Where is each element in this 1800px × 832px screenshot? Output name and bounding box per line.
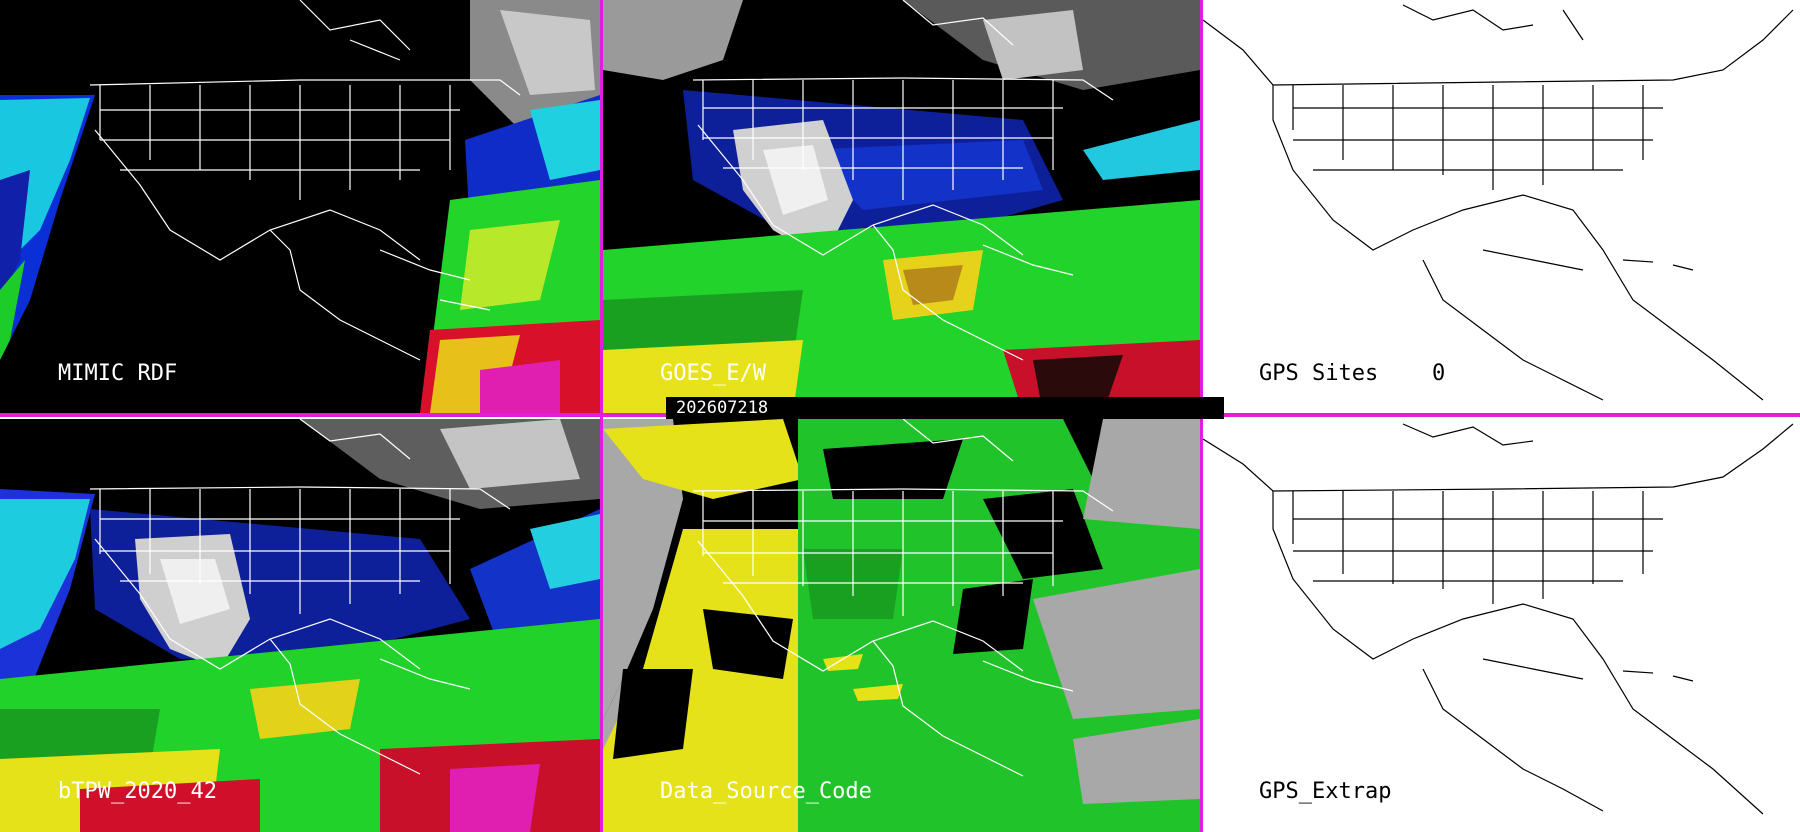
panel-gps-sites: GPS Sites 0 xyxy=(1203,0,1800,413)
panel-label-goes: GOES_E/W xyxy=(660,361,766,386)
gps-extrap-map xyxy=(1203,423,1794,815)
gps-sites-count: 0 xyxy=(1432,361,1446,386)
btpw-imagery xyxy=(0,419,600,832)
panel-label-mimic: MIMIC RDF xyxy=(58,361,178,386)
timestamp-bar: 202607218 xyxy=(666,397,1224,419)
mimic-imagery xyxy=(0,0,600,413)
panel-label-gps-sites: GPS Sites xyxy=(1259,361,1379,386)
gps-sites-map xyxy=(1203,4,1794,401)
data-source-imagery xyxy=(603,419,1200,832)
panel-mimic-rdf: MIMIC RDF xyxy=(0,0,600,413)
goes-imagery xyxy=(603,0,1200,413)
panel-gps-extrap: GPS_Extrap xyxy=(1203,419,1800,832)
panel-label-data-source: Data_Source_Code xyxy=(660,779,872,804)
panel-label-btpw: bTPW_2020_42 xyxy=(58,779,217,804)
panel-goes: GOES_E/W xyxy=(603,0,1200,413)
panel-data-source-code: Data_Source_Code xyxy=(603,419,1200,832)
panel-label-gps-extrap: GPS_Extrap xyxy=(1259,779,1392,804)
panel-btpw: bTPW_2020_42 xyxy=(0,419,600,832)
